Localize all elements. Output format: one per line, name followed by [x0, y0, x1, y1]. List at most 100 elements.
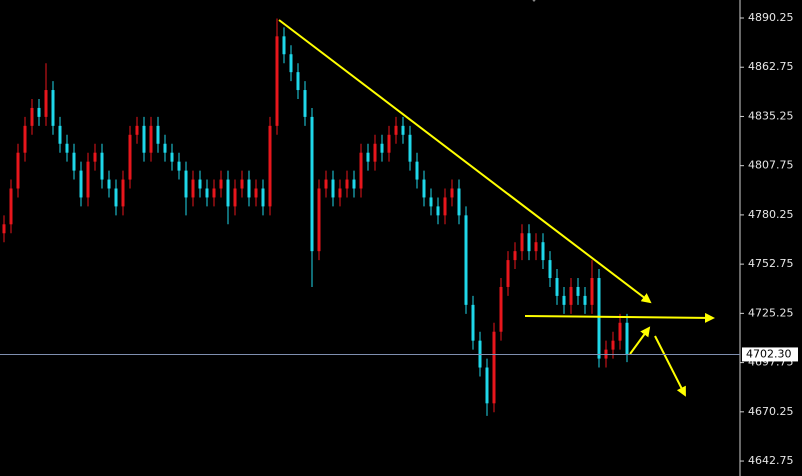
- candle-body: [422, 179, 426, 198]
- candle-body: [394, 125, 398, 135]
- candle-body: [387, 134, 391, 153]
- candle-body: [2, 224, 6, 234]
- candle-body: [219, 179, 223, 189]
- candle-body: [345, 179, 349, 189]
- candle-body: [44, 90, 48, 117]
- y-tick-label: 4752.75: [748, 257, 794, 270]
- candle-body: [485, 367, 489, 404]
- candle-body: [156, 125, 160, 144]
- candle-body: [352, 179, 356, 189]
- candle-body: [492, 331, 496, 404]
- candle-body: [408, 134, 412, 162]
- candle-body: [618, 322, 622, 341]
- candle-body: [212, 188, 216, 198]
- candle-body: [149, 125, 153, 153]
- candle-body: [135, 125, 139, 135]
- candle-body: [625, 322, 629, 355]
- candle-body: [366, 152, 370, 162]
- candle-body: [114, 188, 118, 207]
- candle-body: [597, 278, 601, 359]
- candle-body: [205, 188, 209, 198]
- candle-body: [177, 161, 181, 171]
- y-tick-label: 4780.25: [748, 208, 794, 221]
- candle-body: [30, 107, 34, 126]
- candle-body: [100, 152, 104, 180]
- y-tick-label: 4642.75: [748, 454, 794, 467]
- candle-body: [457, 188, 461, 216]
- candle-body: [450, 188, 454, 198]
- candle-body: [464, 215, 468, 305]
- candle-body: [527, 233, 531, 252]
- candle-body: [506, 260, 510, 287]
- candle-body: [569, 286, 573, 305]
- candle-body: [275, 36, 279, 126]
- candle-body: [310, 116, 314, 252]
- candle-body: [226, 179, 230, 207]
- candle-body: [58, 125, 62, 144]
- candle-body: [611, 340, 615, 350]
- candle-body: [520, 233, 524, 252]
- candle-body: [443, 197, 447, 216]
- y-tick-label: 4670.25: [748, 405, 794, 418]
- candle-body: [268, 125, 272, 207]
- candle-body: [576, 286, 580, 296]
- candle-body: [107, 179, 111, 189]
- candle-body: [583, 295, 587, 305]
- candle-body: [338, 188, 342, 198]
- candle-body: [429, 197, 433, 207]
- candle-body: [499, 286, 503, 332]
- candle-body: [163, 143, 167, 153]
- candle-body: [331, 179, 335, 198]
- candle-body: [590, 278, 594, 305]
- candle-body: [541, 242, 545, 261]
- candle-body: [317, 188, 321, 252]
- scroll-marker: [532, 0, 536, 2]
- candle-body: [373, 143, 377, 162]
- candle-body: [380, 143, 384, 153]
- candle-body: [72, 152, 76, 171]
- candle-body: [198, 179, 202, 189]
- candle-body: [555, 278, 559, 296]
- candle-body: [240, 179, 244, 189]
- candle-body: [303, 90, 307, 117]
- candle-body: [128, 134, 132, 180]
- candle-body: [247, 179, 251, 198]
- candle-body: [296, 72, 300, 91]
- support-line: [524, 312, 715, 323]
- candle-body: [548, 260, 552, 279]
- arrow-down: [654, 335, 686, 397]
- trend-annotations: [278, 19, 715, 397]
- candle-body: [261, 188, 265, 207]
- candle-body: [401, 125, 405, 135]
- last-price-box: [742, 347, 798, 362]
- candle-body: [471, 304, 475, 341]
- candle-body: [191, 179, 195, 198]
- candle-body: [436, 206, 440, 216]
- candle-body: [289, 54, 293, 73]
- candle-body: [184, 170, 188, 198]
- candle-body: [324, 179, 328, 189]
- trend-line: [278, 19, 652, 304]
- candle-body: [513, 251, 517, 261]
- candle-body: [79, 170, 83, 198]
- candle-body: [254, 188, 258, 198]
- candle-body: [282, 36, 286, 55]
- candle-body: [562, 295, 566, 305]
- y-tick-label: 4835.25: [748, 109, 794, 122]
- candle-body: [86, 161, 90, 198]
- candle-body: [23, 125, 27, 153]
- arrow-up: [629, 326, 651, 355]
- candle-body: [9, 188, 13, 225]
- candle-body: [65, 143, 69, 153]
- candle-body: [142, 125, 146, 153]
- candle-body: [16, 152, 20, 189]
- candle-body: [233, 188, 237, 207]
- candle-body: [121, 179, 125, 207]
- candle-body: [51, 90, 55, 126]
- y-tick-label: 4862.75: [748, 60, 794, 73]
- candle-body: [37, 107, 41, 117]
- candle-body: [93, 152, 97, 162]
- y-tick-label: 4890.25: [748, 11, 794, 24]
